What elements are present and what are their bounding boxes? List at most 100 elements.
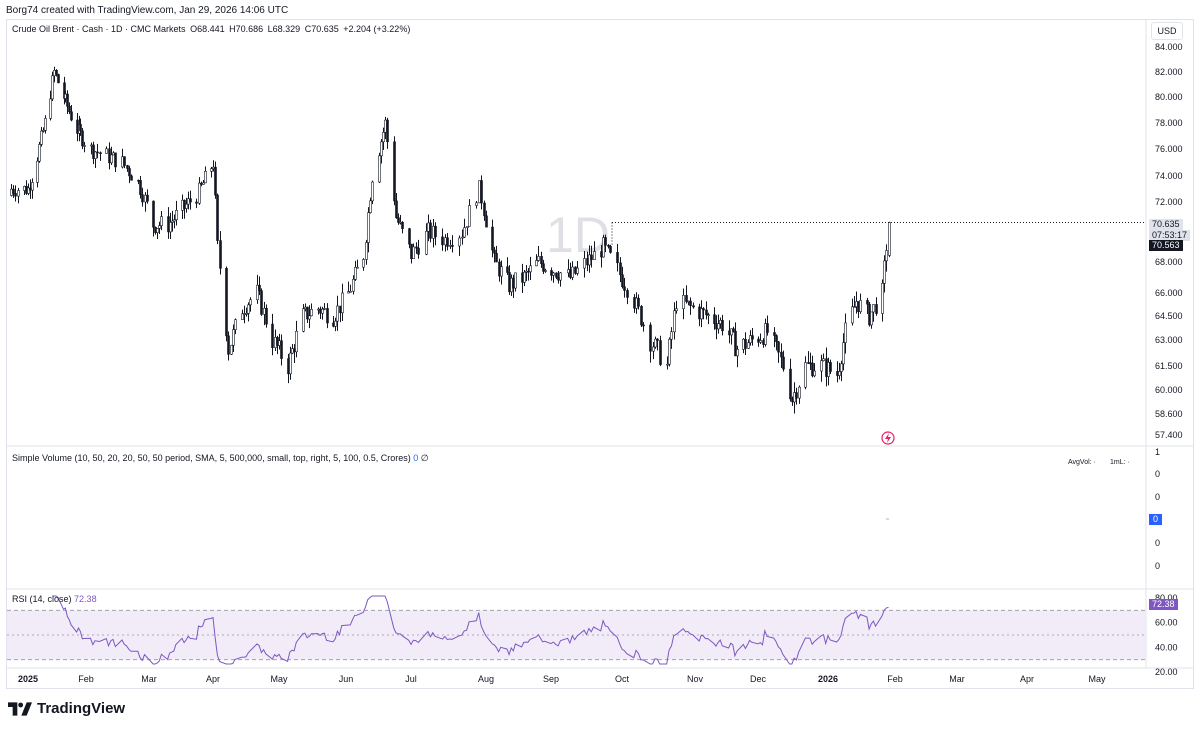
candle-body: [42, 130, 45, 132]
candle-body: [685, 295, 688, 302]
candle-body: [354, 267, 357, 280]
candle-body: [789, 368, 792, 400]
candle-body: [811, 362, 814, 377]
rsi-legend[interactable]: RSI (14, close) 72.38: [12, 594, 97, 604]
candle-body: [853, 306, 856, 308]
candle-body: [866, 300, 869, 305]
candle-body: [844, 322, 847, 343]
candle-body: [544, 270, 547, 272]
candle-body: [721, 320, 724, 332]
rsi-axis-label: 20.00: [1155, 667, 1178, 677]
candle-body: [386, 119, 389, 143]
candle-body: [576, 267, 579, 274]
candle-body: [798, 386, 801, 399]
candle-body: [475, 202, 478, 206]
price-tick-label: 68.000: [1155, 257, 1183, 267]
time-axis-label: May: [1088, 674, 1106, 684]
candle-body: [171, 220, 174, 223]
candle-body: [717, 323, 720, 330]
candle-body: [393, 141, 396, 202]
candle-body: [604, 237, 607, 246]
rsi-legend-value: 72.38: [74, 594, 97, 604]
ml-label: 1mL: ·: [1110, 459, 1130, 466]
price-tick-label: 61.500: [1155, 361, 1183, 371]
candle-body: [156, 228, 159, 233]
candle-body: [256, 284, 259, 301]
candle-body: [838, 371, 841, 376]
candle-body: [425, 230, 428, 255]
candle-body: [173, 219, 176, 222]
candle-body: [675, 308, 678, 312]
time-axis-label: Feb: [887, 674, 903, 684]
time-axis-label: Apr: [1020, 674, 1034, 684]
candle-body: [66, 93, 69, 107]
candle-body: [302, 308, 305, 332]
candle-body: [822, 358, 825, 361]
candle-body: [144, 194, 147, 203]
candle-body: [232, 329, 235, 346]
candle-body: [310, 309, 313, 317]
candle-body: [705, 309, 708, 316]
candle-body: [401, 221, 404, 229]
candle-body: [214, 166, 217, 196]
price-tick-label: 78.000: [1155, 118, 1183, 128]
rsi-legend-text: RSI (14, close): [12, 594, 72, 604]
candle-body: [885, 250, 888, 262]
candle-body: [713, 314, 716, 325]
candle-body: [429, 222, 432, 239]
candle-body: [730, 328, 733, 336]
time-axis-label: 2025: [18, 674, 38, 684]
candle-body: [105, 148, 108, 154]
candle-body: [49, 98, 52, 119]
candle-body: [751, 335, 754, 340]
candle-body: [195, 201, 198, 204]
candle-body: [829, 362, 832, 372]
candle-body: [529, 265, 532, 273]
candle-body: [670, 331, 673, 340]
candle-body: [219, 240, 222, 269]
time-axis-label: Aug: [478, 674, 494, 684]
candle-body: [881, 283, 884, 314]
candle-body: [181, 199, 184, 211]
candle-body: [590, 254, 593, 261]
candle-body: [367, 212, 370, 243]
candle-body: [57, 74, 60, 84]
candle-body: [480, 180, 483, 204]
price-tick-label: 76.000: [1155, 144, 1183, 154]
candle-body: [68, 106, 71, 113]
chart-frame[interactable]: [6, 19, 1194, 689]
candle-body: [225, 268, 228, 337]
candle-body: [775, 335, 778, 343]
candle-body: [247, 304, 250, 314]
candle-body: [323, 308, 326, 310]
candle-body: [280, 340, 283, 359]
candle-body: [76, 119, 79, 134]
candle-body: [126, 165, 129, 169]
candle-body: [859, 300, 862, 313]
volume-axis-label: 0: [1155, 469, 1160, 479]
candle-body: [175, 210, 178, 221]
currency-button[interactable]: USD: [1151, 22, 1183, 40]
candle-body: [461, 236, 464, 239]
candle-body: [200, 182, 203, 185]
candle-body: [747, 342, 750, 349]
candle-body: [626, 290, 629, 298]
candle-body: [83, 145, 86, 147]
candle-body: [137, 179, 140, 182]
candle-body: [204, 171, 207, 184]
candle-body: [872, 304, 875, 313]
symbol-legend[interactable]: Crude Oil Brent · Cash · 1D · CMC Market…: [12, 24, 410, 34]
candle-body: [169, 222, 172, 233]
volume-legend[interactable]: Simple Volume (10, 50, 20, 20, 50, 50 pe…: [12, 453, 429, 464]
candle-body: [210, 168, 213, 172]
candle-body: [160, 216, 163, 226]
candle-body: [415, 246, 418, 249]
tradingview-logo[interactable]: TradingView: [8, 700, 125, 717]
last-price-tag: 70.635: [1149, 219, 1183, 230]
candle-body: [128, 168, 131, 177]
candle-body: [441, 236, 444, 246]
candle-body: [535, 260, 538, 267]
candle-body: [212, 166, 215, 169]
candle-body: [395, 200, 398, 219]
